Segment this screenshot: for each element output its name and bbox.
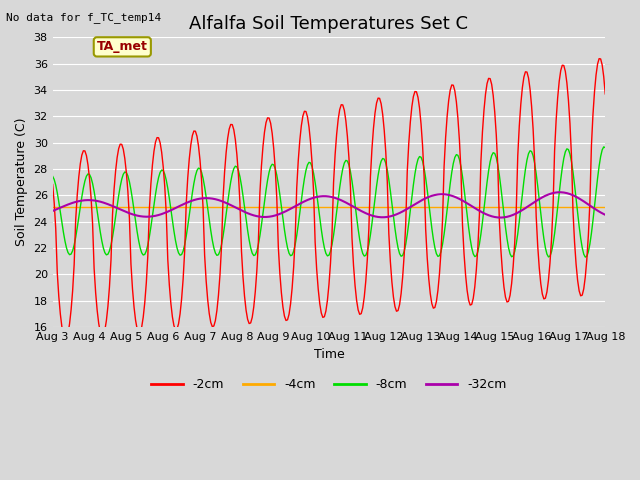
Y-axis label: Soil Temperature (C): Soil Temperature (C) [15,118,28,247]
Title: Alfalfa Soil Temperatures Set C: Alfalfa Soil Temperatures Set C [189,15,468,33]
Text: No data for f_TC_temp14: No data for f_TC_temp14 [6,12,162,23]
X-axis label: Time: Time [314,348,344,360]
Legend: -2cm, -4cm, -8cm, -32cm: -2cm, -4cm, -8cm, -32cm [147,373,511,396]
Text: TA_met: TA_met [97,40,148,53]
